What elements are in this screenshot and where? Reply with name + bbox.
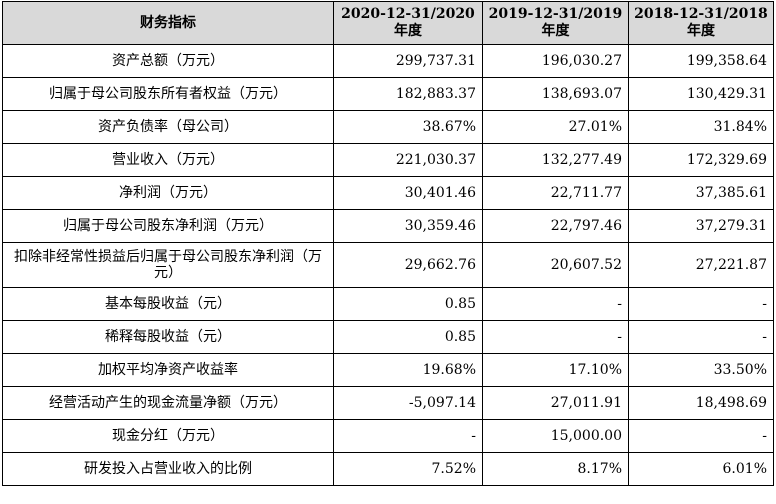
value-2020: 299,737.31	[333, 44, 483, 78]
header-2018: 2018-12-31/2018 年度	[628, 1, 774, 45]
row-label: 加权平均净资产收益率	[2, 353, 334, 387]
header-line: 2018-12-31/2018	[634, 6, 768, 22]
header-line: 年度	[394, 23, 422, 39]
value-2018: -	[628, 320, 774, 354]
row-label: 净利润（万元）	[2, 176, 334, 210]
value-2020: 19.68%	[333, 353, 483, 387]
value-2019: 17.10%	[482, 353, 629, 387]
value-2019: 27,011.91	[482, 386, 629, 420]
value-2020: 30,359.46	[333, 209, 483, 243]
value-2018: 199,358.64	[628, 44, 774, 78]
table-row: 扣除非经常性损益后归属于母公司股东净利润（万元） 29,662.76 20,607.…	[2, 242, 774, 288]
header-row: 财务指标 2020-12-31/2020 年度 2019-12-31/2019 年度…	[2, 1, 774, 45]
value-2020: 29,662.76	[333, 242, 483, 288]
table-header: 财务指标 2020-12-31/2020 年度 2019-12-31/2019 年度…	[2, 1, 774, 45]
table-row: 基本每股收益（元） 0.85- -	[2, 287, 774, 321]
value-2018: -	[628, 419, 774, 453]
value-2020: 7.52%	[333, 452, 483, 486]
row-label: 现金分红（万元）	[2, 419, 334, 453]
row-label: 资产负债率（母公司）	[2, 110, 334, 144]
value-2018: 27,221.87	[628, 242, 774, 288]
header-line: 2020-12-31/2020	[341, 6, 475, 22]
value-2018: -	[628, 287, 774, 321]
value-2020: 221,030.37	[333, 143, 483, 177]
row-label: 经营活动产生的现金流量净额（万元）	[2, 386, 334, 420]
table-row: 营业收入（万元） 221,030.37 132,277.49 172,329.69	[2, 143, 774, 177]
value-2020: 38.67%	[333, 110, 483, 144]
table-body: 资产总额（万元） 299,737.31 196,030.27 199,358.64 归属…	[2, 44, 774, 486]
value-2020: -5,097.14	[333, 386, 483, 420]
header-indicator: 财务指标	[2, 1, 334, 45]
value-2018: 18,498.69	[628, 386, 774, 420]
value-2019: 22,797.46	[482, 209, 629, 243]
row-label: 资产总额（万元）	[2, 44, 334, 78]
value-2019: 27.01%	[482, 110, 629, 144]
value-2018: 31.84%	[628, 110, 774, 144]
row-label: 研发投入占营业收入的比例	[2, 452, 334, 486]
row-label: 归属于母公司股东所有者权益（万元）	[2, 77, 334, 111]
value-2018: 37,385.61	[628, 176, 774, 210]
header-2020: 2020-12-31/2020 年度	[333, 1, 483, 45]
table-row: 归属于母公司股东所有者权益（万元） 182,883.37 138,693.07 130…	[2, 77, 774, 111]
financial-indicators-table: 财务指标 2020-12-31/2020 年度 2019-12-31/2019 年度…	[2, 1, 774, 486]
value-2020: -	[333, 419, 483, 453]
header-2019: 2019-12-31/2019 年度	[482, 1, 629, 45]
header-line: 年度	[687, 23, 715, 39]
value-2020: 0.85	[333, 320, 483, 354]
table-row: 稀释每股收益（元） 0.85- -	[2, 320, 774, 354]
header-line: 2019-12-31/2019	[488, 6, 623, 22]
table-row: 归属于母公司股东净利润（万元） 30,359.46 22,797.46 37,279.…	[2, 209, 774, 243]
table-row: 净利润（万元） 30,401.46 22,711.77 37,385.61	[2, 176, 774, 210]
row-label: 归属于母公司股东净利润（万元）	[2, 209, 334, 243]
header-2019-date: 2019-12-31/2019 年度	[489, 6, 623, 39]
row-label: 基本每股收益（元）	[2, 287, 334, 321]
value-2019: 132,277.49	[482, 143, 629, 177]
value-2019: 196,030.27	[482, 44, 629, 78]
table-row: 加权平均净资产收益率 19.68% 17.10% 33.50%	[2, 353, 774, 387]
value-2019: -	[482, 287, 629, 321]
header-2018-date: 2018-12-31/2018 年度	[634, 6, 768, 39]
value-2019: 138,693.07	[482, 77, 629, 111]
value-2020: 0.85	[333, 287, 483, 321]
value-2018: 172,329.69	[628, 143, 774, 177]
value-2019: 15,000.00	[482, 419, 629, 453]
value-2019: 8.17%	[482, 452, 629, 486]
value-2020: 30,401.46	[333, 176, 483, 210]
table-row: 资产负债率（母公司） 38.67% 27.01% 31.84%	[2, 110, 774, 144]
header-2020-date: 2020-12-31/2020 年度	[341, 6, 475, 39]
row-label: 稀释每股收益（元）	[2, 320, 334, 354]
table-row: 研发投入占营业收入的比例 7.52% 8.17% 6.01%	[2, 452, 774, 486]
value-2018: 130,429.31	[628, 77, 774, 111]
value-2019: 20,607.52	[482, 242, 629, 288]
row-label: 扣除非经常性损益后归属于母公司股东净利润（万元）	[2, 242, 334, 288]
table-row: 资产总额（万元） 299,737.31 196,030.27 199,358.64	[2, 44, 774, 78]
header-line: 年度	[541, 23, 570, 39]
value-2020: 182,883.37	[333, 77, 483, 111]
table-row: 现金分红（万元） -15,000.00-	[2, 419, 774, 453]
value-2018: 37,279.31	[628, 209, 774, 243]
value-2018: 6.01%	[628, 452, 774, 486]
value-2019: 22,711.77	[482, 176, 629, 210]
row-label: 营业收入（万元）	[2, 143, 334, 177]
value-2018: 33.50%	[628, 353, 774, 387]
value-2019: -	[482, 320, 629, 354]
table-row: 经营活动产生的现金流量净额（万元） -5,097.14 27,011.91 18,49…	[2, 386, 774, 420]
